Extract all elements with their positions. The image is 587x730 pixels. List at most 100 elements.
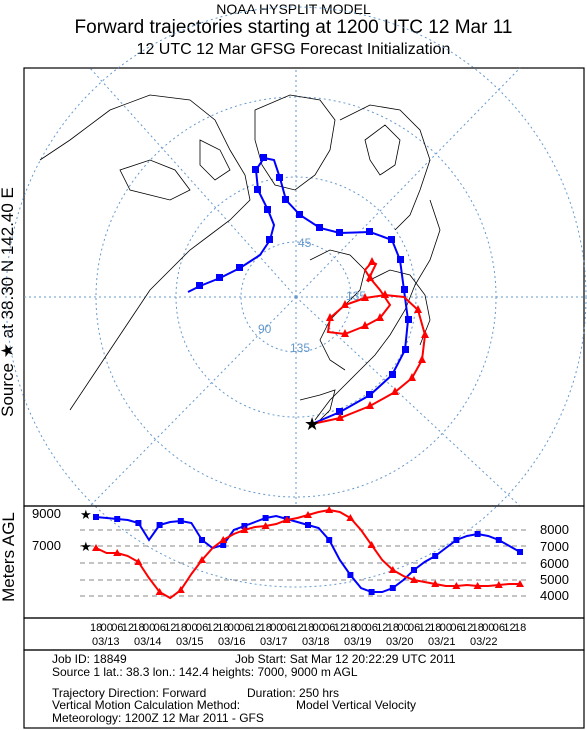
hour-tick-label: 00 bbox=[355, 622, 367, 634]
coastlines bbox=[39, 94, 441, 426]
height-axis-label: Meters AGL bbox=[0, 512, 18, 602]
coast-canada-islands bbox=[119, 139, 231, 201]
source-star-icon: ★ bbox=[304, 414, 320, 434]
trajectory-red-7000m bbox=[311, 260, 427, 425]
hour-tick-label: 00 bbox=[143, 622, 155, 634]
meridian-135 bbox=[295, 67, 521, 298]
height-profile-red-marker bbox=[155, 588, 164, 595]
height-profile-red-marker bbox=[473, 582, 482, 589]
height-profile-red-marker bbox=[516, 580, 524, 587]
hour-tick-label: 18 bbox=[217, 622, 229, 634]
hour-tick-label: 06 bbox=[408, 622, 420, 634]
hour-tick-label: 06 bbox=[196, 622, 208, 634]
date-tick-label: 03/20 bbox=[386, 636, 414, 648]
hour-tick-label: 00 bbox=[482, 622, 494, 634]
height-profile-red-marker bbox=[219, 536, 228, 543]
plot-title: Forward trajectories starting at 1200 UT… bbox=[74, 17, 513, 38]
height-profile-blue-marker bbox=[389, 585, 396, 591]
height-profile-blue-marker bbox=[135, 520, 142, 526]
hour-tick-label: 00 bbox=[270, 622, 282, 634]
job-id: Job ID: 18849 bbox=[52, 652, 127, 666]
hour-tick-label: 18 bbox=[514, 622, 526, 634]
hour-tick-label: 06 bbox=[450, 622, 462, 634]
plot-subtitle: 12 UTC 12 Mar GFSG Forecast Initializati… bbox=[136, 41, 451, 58]
grid-label: 135 bbox=[290, 341, 310, 355]
right-tick: 7000 bbox=[540, 539, 569, 554]
height-profile-blue-marker bbox=[411, 567, 417, 573]
hour-tick-label: 00 bbox=[185, 622, 197, 634]
blue-markers bbox=[196, 154, 412, 415]
meridian-45 bbox=[89, 67, 297, 298]
height-profile-blue-marker bbox=[495, 537, 502, 543]
hour-tick-label: 12 bbox=[334, 622, 346, 634]
hour-tick-label: 12 bbox=[376, 622, 388, 634]
meteorology: Meteorology: 1200Z 12 Mar 2011 - GFS bbox=[52, 711, 264, 725]
hour-tick-label: 00 bbox=[397, 622, 409, 634]
hour-tick-label: 12 bbox=[122, 622, 134, 634]
duration: Duration: 250 hrs bbox=[247, 686, 340, 700]
polar-grid bbox=[5, 6, 587, 588]
grid-ring-50 bbox=[5, 6, 587, 588]
coast-japan bbox=[299, 389, 336, 426]
coast-asia bbox=[314, 199, 441, 421]
height-profile-red-marker bbox=[134, 558, 143, 565]
hour-tick-label: 18 bbox=[90, 622, 102, 634]
hour-tick-label: 18 bbox=[387, 622, 399, 634]
hour-tick-label: 06 bbox=[154, 622, 166, 634]
right-tick: 6000 bbox=[540, 556, 569, 571]
height-profile-red-marker bbox=[282, 516, 291, 523]
height-profile-red-marker bbox=[325, 506, 334, 513]
hour-tick-label: 18 bbox=[132, 622, 144, 634]
height-profile-red-marker bbox=[92, 544, 100, 551]
hour-tick-label: 12 bbox=[249, 622, 261, 634]
height-profile-red-marker bbox=[176, 586, 185, 593]
date-tick-label: 03/13 bbox=[92, 636, 120, 648]
coast-scandinavia bbox=[364, 124, 401, 176]
hour-tick-label: 06 bbox=[493, 622, 505, 634]
grid-label: 90 bbox=[258, 322, 272, 336]
height-profile-blue-marker bbox=[156, 522, 163, 528]
height-profile-blue-marker bbox=[305, 522, 311, 528]
height-profile-red-marker bbox=[410, 576, 418, 583]
height-profile-red-marker bbox=[261, 522, 270, 529]
hour-tick-label: 12 bbox=[461, 622, 473, 634]
coast-europe bbox=[339, 104, 431, 231]
trajectory-direction: Trajectory Direction: Forward bbox=[52, 686, 207, 700]
hour-tick-label: 18 bbox=[302, 622, 314, 634]
right-tick: 5000 bbox=[540, 572, 569, 587]
height-profile-blue-marker bbox=[453, 537, 460, 543]
hour-tick-label: 18 bbox=[472, 622, 484, 634]
vertical-method-value: Model Vertical Velocity bbox=[296, 698, 417, 712]
model-name: NOAA HYSPLIT MODEL bbox=[216, 1, 371, 17]
height-profile-blue-marker bbox=[517, 549, 523, 555]
hour-tick-label: 06 bbox=[111, 622, 123, 634]
grid-label: 45 bbox=[298, 236, 312, 250]
hour-tick-label: 06 bbox=[366, 622, 378, 634]
right-tick: 4000 bbox=[540, 588, 569, 603]
date-tick-label: 03/21 bbox=[428, 636, 456, 648]
date-tick-label: 03/17 bbox=[260, 636, 288, 648]
red-markers bbox=[326, 257, 429, 421]
height-profile-blue-marker bbox=[347, 572, 354, 578]
grid-labels: 45 90 135 135 bbox=[258, 236, 366, 355]
hour-tick-label: 12 bbox=[291, 622, 303, 634]
hour-tick-label: 00 bbox=[440, 622, 452, 634]
coast-north-america bbox=[39, 94, 251, 411]
date-tick-label: 03/22 bbox=[470, 636, 498, 648]
source-info: Source 1 lat.: 38.3 lon.: 142.4 heights:… bbox=[52, 665, 358, 679]
hour-tick-label: 00 bbox=[228, 622, 240, 634]
hour-tick-label: 00 bbox=[101, 622, 113, 634]
height-profile-blue-marker bbox=[114, 516, 121, 522]
height-profile-red-marker bbox=[113, 549, 122, 556]
info-frame bbox=[23, 649, 585, 729]
height-profile-blue-marker bbox=[177, 518, 184, 524]
trajectory-blue-9000m bbox=[187, 156, 410, 425]
hour-tick-label: 12 bbox=[164, 622, 176, 634]
height-profile bbox=[92, 506, 524, 600]
vertical-method: Vertical Motion Calculation Method: bbox=[52, 698, 241, 712]
height-profile-red-marker bbox=[388, 566, 397, 573]
date-tick-label: 03/15 bbox=[176, 636, 204, 648]
height-profile-blue-marker bbox=[474, 531, 481, 537]
date-tick-label: 03/14 bbox=[134, 636, 162, 648]
